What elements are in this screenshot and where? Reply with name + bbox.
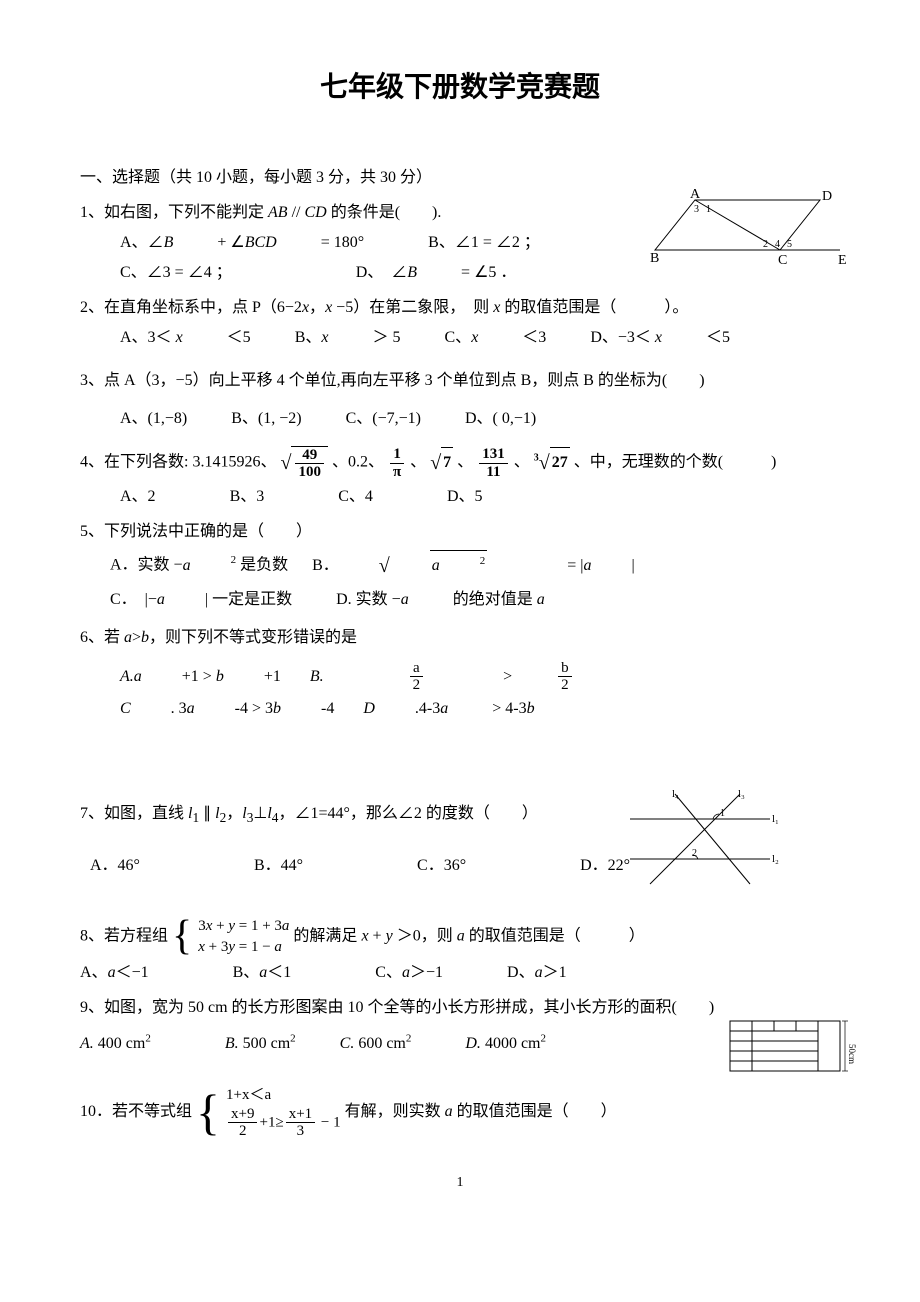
q10-brace: { (196, 1092, 220, 1132)
q6-D: D.4-3a > 4-3b (363, 694, 574, 724)
q1-D: D、 ∠B = ∠5 ． (356, 258, 517, 288)
q8-D: D、a＞1 (507, 964, 567, 981)
q8-system: 3x + y = 1 + 3a x + 3y = 1 − a (198, 916, 289, 958)
q5-B: B．√a2 = |a| (312, 547, 675, 585)
question-6: 6、若 a>b，则下列不等式变形错误的是 A.a+1 > b+1 B. a2> … (80, 623, 840, 724)
q1-A: A、∠B + ∠BCD = 180° (120, 228, 364, 258)
q5-stem: 5、下列说法中正确的是（ ） (80, 517, 840, 547)
svg-text:3: 3 (694, 204, 699, 215)
q3-D: D、( 0,−1) (465, 404, 536, 434)
question-5: 5、下列说法中正确的是（ ） A．实数 −a2 是负数 B．√a2 = |a| … (80, 517, 840, 616)
question-1: 1、如右图，下列不能判定 AB // CD 的条件是( ). A、∠B + ∠B… (80, 198, 840, 289)
svg-text:2: 2 (692, 848, 697, 859)
q7-C: C．36° (417, 851, 466, 881)
question-9: 9、如图，宽为 50 cm 的长方形图案由 10 个全等的小长方形拼成，其小长方… (80, 993, 840, 1060)
q4-cbrt: 3√27 (534, 444, 570, 482)
q6-A: A.a+1 > b+1 (120, 662, 281, 692)
svg-text:5: 5 (787, 239, 792, 250)
q2-stem: 2、在直角坐标系中，点 P（6−2x，x −5）在第二象限， 则 x 的取值范围… (80, 293, 840, 323)
q1-diagram: A D B C E 1 3 2 4 5 (650, 190, 850, 281)
q1-C: C、∠3 = ∠4 ； (120, 258, 232, 288)
q8-mid: 的解满足 x + y ＞0，则 a 的取值范围是（ ） (293, 928, 644, 945)
svg-text:l₁: l₁ (772, 813, 779, 825)
q2-options: A、3＜ x ＜5 B、x ＞ 5 C、x ＜3 D、−3＜ x ＜5 (80, 323, 840, 353)
question-4: 4、在下列各数: 3.1415926、 √49100 、0.2、 1π 、 √7… (80, 444, 840, 512)
svg-text:2: 2 (763, 239, 768, 250)
q6-B: B. a2> b2 (310, 660, 652, 694)
q6-C: C. 3a-4 > 3b-4 (120, 694, 334, 724)
q3-stem: 3、点 A（3，−5）向上平移 4 个单位,再向左平移 3 个单位到点 B，则点… (80, 366, 840, 396)
svg-text:C: C (778, 253, 787, 268)
q9-B: B. 500 cm2 (225, 1035, 296, 1052)
q4-pre: 4、在下列各数: 3.1415926、 (80, 454, 276, 471)
q9-D: D. 4000 cm2 (465, 1035, 546, 1052)
q4-mid1: 、0.2、 (332, 454, 384, 471)
svg-text:50cm: 50cm (847, 1044, 857, 1064)
svg-text:E: E (838, 253, 847, 268)
q7-B: B．44° (254, 851, 303, 881)
q9-A: A. 400 cm2 (80, 1035, 151, 1052)
q2-D: D、−3＜ x ＜5 (590, 323, 730, 353)
q4-C: C、4 (338, 482, 373, 512)
svg-text:1: 1 (706, 204, 711, 215)
svg-text:D: D (822, 189, 832, 204)
question-3: 3、点 A（3，−5）向上平移 4 个单位,再向左平移 3 个单位到点 B，则点… (80, 366, 840, 435)
q5-D: D. 实数 −a 的绝对值是 a (336, 585, 585, 615)
q4-mid2: 、 (410, 454, 426, 471)
q10-post: 有解，则实数 a 的取值范围是（ ） (345, 1103, 617, 1120)
page-number: 1 (80, 1170, 840, 1197)
svg-text:4: 4 (775, 239, 780, 250)
q5-C: C． |−a| 一定是正数 (110, 585, 292, 615)
q9-diagram: 50cm (730, 1021, 860, 1087)
q4-frac1: 1π (390, 446, 404, 480)
q3-B: B、(1, −2) (231, 404, 301, 434)
q9-C: C. 600 cm2 (340, 1035, 412, 1052)
svg-text:l₂: l₂ (772, 853, 779, 865)
q4-mid3: 、 (457, 454, 473, 471)
svg-text:A: A (690, 187, 701, 202)
q10-system: 1+x＜a x+92+1≥x+13 − 1 (226, 1085, 341, 1140)
q4-sqrt2: √7 (430, 444, 453, 482)
q8-options: A、a＜−1 B、a＜1 C、a＞−1 D、a＞1 (80, 958, 840, 988)
q2-B: B、x ＞ 5 (295, 323, 401, 353)
q3-A: A、(1,−8) (120, 404, 187, 434)
q3-C: C、(−7,−1) (346, 404, 421, 434)
q8-brace: { (172, 920, 192, 954)
q6-stem: 6、若 a>b，则下列不等式变形错误的是 (80, 623, 840, 653)
q8-pre: 8、若方程组 (80, 928, 168, 945)
svg-text:l₃: l₃ (738, 788, 745, 800)
q4-A: A、2 (120, 482, 156, 512)
q6-options: A.a+1 > b+1 B. a2> b2 C. 3a-4 > 3b-4 D.4… (80, 660, 840, 724)
q10-pre: 10．若不等式组 (80, 1103, 192, 1120)
q4-frac2: 13111 (479, 446, 508, 480)
page-title: 七年级下册数学竞赛题 (80, 60, 840, 113)
svg-text:B: B (650, 251, 659, 266)
q7-diagram: l₁ l₂ l₃ l₄ 1 2 (620, 789, 780, 900)
q4-sqrt1: √49100 (280, 444, 327, 482)
question-8: 8、若方程组 { 3x + y = 1 + 3a x + 3y = 1 − a … (80, 916, 840, 988)
q9-options: A. 400 cm2 B. 500 cm2 C. 600 cm2 D. 4000… (80, 1029, 840, 1060)
q8-B: B、a＜1 (233, 964, 292, 981)
q4-D: D、5 (447, 482, 483, 512)
question-10: 10．若不等式组 { 1+x＜a x+92+1≥x+13 − 1 有解，则实数 … (80, 1085, 840, 1140)
question-7: l₁ l₂ l₃ l₄ 1 2 7、如图，直线 l1 ∥ l2，l3⊥l4，∠1… (80, 799, 840, 881)
q4-post: 、中，无理数的个数( ) (574, 454, 777, 471)
q2-A: A、3＜ x ＜5 (120, 323, 251, 353)
q7-A: A．46° (90, 851, 140, 881)
svg-text:1: 1 (720, 808, 725, 819)
question-2: 2、在直角坐标系中，点 P（6−2x，x −5）在第二象限， 则 x 的取值范围… (80, 293, 840, 354)
q5-options: A．实数 −a2 是负数 B．√a2 = |a| C． |−a| 一定是正数 D… (80, 547, 840, 615)
q3-options: A、(1,−8) B、(1, −2) C、(−7,−1) D、( 0,−1) (80, 404, 840, 434)
q5-A: A．实数 −a2 是负数 (110, 550, 288, 581)
q9-stem: 9、如图，宽为 50 cm 的长方形图案由 10 个全等的小长方形拼成，其小长方… (80, 993, 840, 1023)
q2-C: C、x ＜3 (445, 323, 547, 353)
q4-mid4: 、 (514, 454, 530, 471)
q8-A: A、a＜−1 (80, 964, 149, 981)
q1-B: B、∠1 = ∠2 ； (428, 228, 540, 258)
svg-text:l₄: l₄ (672, 788, 679, 800)
q4-options: A、2 B、3 C、4 D、5 (80, 482, 840, 512)
q4-B: B、3 (230, 482, 265, 512)
q8-C: C、a＞−1 (375, 964, 443, 981)
